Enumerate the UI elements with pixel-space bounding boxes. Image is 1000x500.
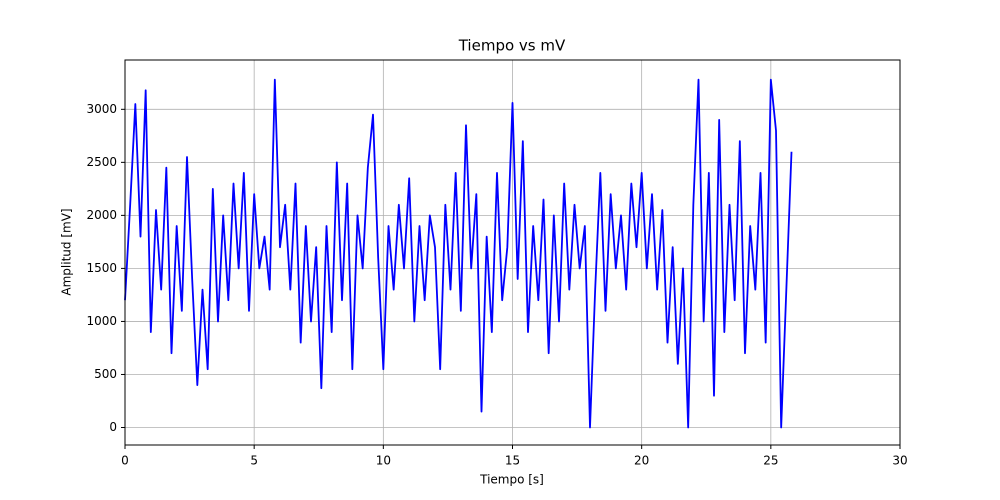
y-tick-label: 2500 — [86, 155, 117, 169]
plot-frame — [124, 59, 901, 446]
y-tick-label: 3000 — [86, 102, 117, 116]
chart-title: Tiempo vs mV — [458, 37, 566, 55]
y-tick-label: 500 — [94, 367, 117, 381]
x-tick-label: 5 — [250, 454, 258, 468]
y-tick-label: 1000 — [86, 314, 117, 328]
x-tick-label: 25 — [763, 454, 778, 468]
x-tick-label: 30 — [892, 454, 907, 468]
y-tick-label: 1500 — [86, 261, 117, 275]
x-tick-label: 10 — [376, 454, 391, 468]
y-tick-label: 2000 — [86, 208, 117, 222]
x-tick-label: 15 — [505, 454, 520, 468]
x-axis-label: Tiempo [s] — [479, 473, 544, 487]
y-axis-label: Amplitud [mV] — [60, 208, 74, 295]
data-line — [124, 78, 793, 429]
x-tick-label: 0 — [121, 454, 129, 468]
y-tick-label: 0 — [109, 420, 117, 434]
x-tick-label: 20 — [634, 454, 649, 468]
